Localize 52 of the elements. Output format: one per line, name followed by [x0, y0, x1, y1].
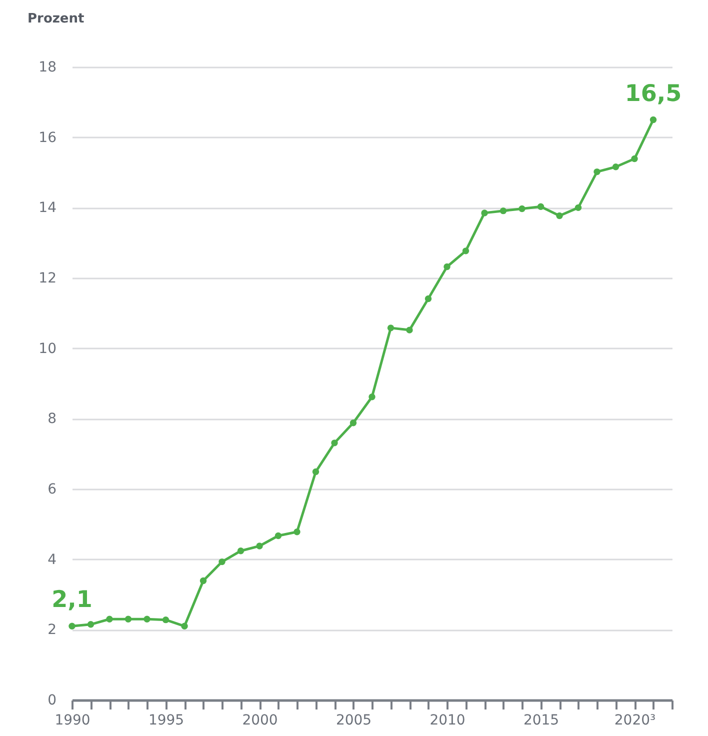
y-tick-label: 16	[38, 130, 57, 146]
point	[424, 295, 432, 302]
x-tick-label: 2005	[336, 712, 372, 728]
point	[650, 116, 657, 124]
point	[331, 440, 338, 446]
point	[387, 324, 394, 332]
point	[144, 616, 150, 622]
point	[294, 528, 300, 536]
y-tick-label: 12	[38, 270, 56, 286]
point	[631, 155, 638, 162]
point	[256, 542, 263, 550]
point	[518, 205, 526, 212]
point	[481, 210, 488, 216]
point	[312, 468, 320, 476]
x-tick-label: 1995	[148, 712, 184, 728]
y-tick-label: 10	[38, 340, 56, 357]
point	[612, 164, 620, 170]
point	[106, 616, 113, 622]
x-tick-label: 2010	[430, 712, 466, 728]
y-tick-label: 4	[48, 552, 57, 568]
point	[218, 558, 226, 566]
point	[350, 420, 357, 426]
y-tick-label: 2	[48, 622, 56, 638]
annotation: 2,1	[52, 587, 92, 614]
x-tick-label: 1990	[54, 712, 90, 728]
point	[500, 207, 507, 214]
y-tick-label: 0	[48, 692, 56, 708]
y-axis-title: Prozent	[28, 12, 84, 26]
point	[444, 263, 450, 270]
y-tick-label: 8	[48, 411, 56, 428]
point	[237, 548, 244, 554]
point	[124, 616, 132, 622]
point	[162, 616, 170, 624]
x-tick-label: 2020³	[614, 712, 656, 728]
x-tick-label: 2000	[242, 712, 278, 728]
point	[406, 326, 413, 334]
point	[68, 622, 76, 630]
point	[462, 248, 470, 254]
y-tick-label: 14	[38, 200, 57, 216]
point	[574, 204, 582, 212]
point	[87, 621, 94, 628]
point	[594, 168, 600, 176]
point	[537, 203, 544, 210]
point	[200, 577, 207, 584]
point	[556, 212, 563, 220]
point	[181, 622, 188, 630]
annotation: 16,5	[624, 80, 682, 107]
y-tick-label: 6	[48, 482, 57, 498]
point	[368, 394, 376, 400]
point	[274, 532, 282, 540]
x-tick-label: 2015	[523, 712, 560, 728]
y-tick-label: 18	[38, 60, 56, 76]
